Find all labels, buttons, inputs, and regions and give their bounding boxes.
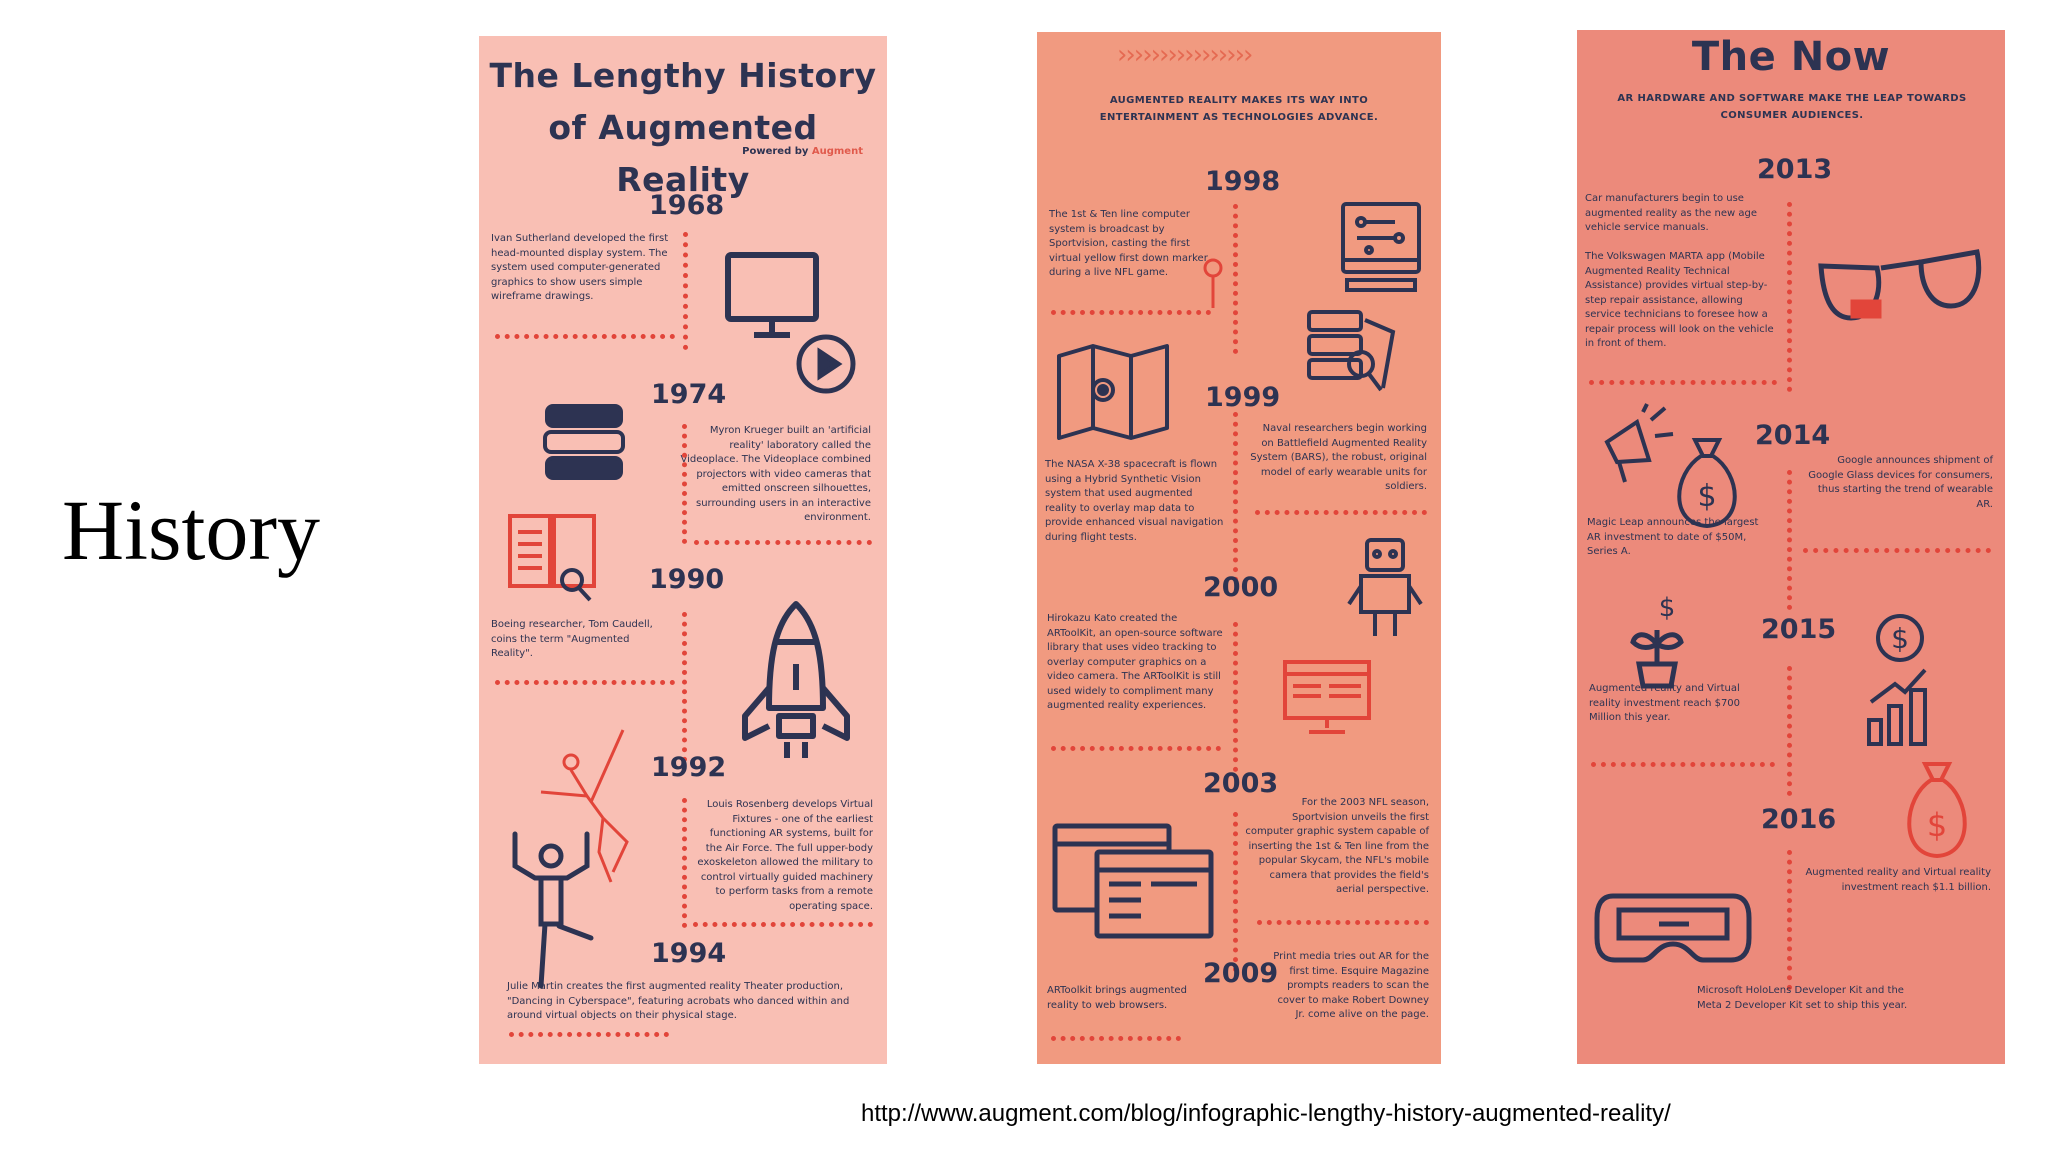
rocket-icon xyxy=(742,601,850,758)
panel1-title-line1: The Lengthy History xyxy=(489,56,877,95)
entry-2003-text: For the 2003 NFL season, Sportvision unv… xyxy=(1245,797,1429,895)
divider xyxy=(1051,1036,1181,1041)
gymnast-icon xyxy=(512,831,594,989)
entry-1974-text: Myron Krueger built an 'artificial reali… xyxy=(680,425,871,523)
documents-search-icon xyxy=(1307,310,1396,392)
timeline-line xyxy=(1787,470,1792,610)
year-2009: 2009 xyxy=(1203,958,1279,989)
divider xyxy=(1591,762,1775,767)
svg-text:$: $ xyxy=(1659,593,1676,623)
infographic-panel-entertainment: ›››››››››››››››› Augmented reality makes… xyxy=(1037,32,1441,1064)
map-icon xyxy=(1057,344,1169,440)
open-book-icon xyxy=(508,514,596,602)
timeline-line xyxy=(1233,204,1238,354)
divider xyxy=(509,1032,669,1037)
divider xyxy=(1051,746,1221,751)
entry-2013-car-text: Car manufacturers begin to use augmented… xyxy=(1585,193,1757,233)
robot-icon xyxy=(1347,538,1423,636)
slide-title: History xyxy=(62,482,320,578)
entry-2009-esquire-text: Print media tries out AR for the first t… xyxy=(1273,951,1429,1020)
megaphone-icon xyxy=(1604,403,1674,483)
powered-by-label: Powered by xyxy=(742,146,809,157)
year-1974: 1974 xyxy=(651,379,727,410)
money-bag-icon: $ xyxy=(1677,438,1737,529)
entry-1994-text: Julie Martin creates the first augmented… xyxy=(507,981,850,1021)
monitor-icon xyxy=(725,252,819,338)
books-icon xyxy=(543,404,625,480)
year-1992: 1992 xyxy=(651,752,727,783)
map-pin-icon xyxy=(1203,258,1223,308)
source-url[interactable]: http://www.augment.com/blog/infographic-… xyxy=(861,1100,1671,1127)
svg-text:$: $ xyxy=(1891,622,1909,655)
year-2000: 2000 xyxy=(1203,572,1279,603)
money-bag-icon: $ xyxy=(1907,762,1967,859)
timeline-line xyxy=(1787,666,1792,796)
divider xyxy=(1589,380,1777,385)
infographic-panel-the-now: The Now AR hardware and software make th… xyxy=(1577,30,2005,1064)
divider xyxy=(495,680,675,685)
panel3-subtitle: AR hardware and software make the leap t… xyxy=(1617,93,1967,121)
panel3-title: The Now xyxy=(1691,34,1891,80)
windows-icon xyxy=(1052,823,1214,939)
entry-2014-glass-text: Google announces shipment of Google Glas… xyxy=(1808,455,1993,510)
timeline-line xyxy=(682,612,687,762)
svg-text:$: $ xyxy=(1697,479,1716,514)
entry-1998-text: The 1st & Ten line computer system is br… xyxy=(1049,209,1208,278)
entry-2013-marta-text: The Volkswagen MARTA app (Mobile Augment… xyxy=(1585,251,1774,349)
divider xyxy=(693,922,873,927)
chevron-decoration: ›››››››››››››››› xyxy=(1117,40,1253,70)
circuit-monitor-icon xyxy=(1341,202,1421,292)
divider xyxy=(1051,310,1211,315)
year-2015: 2015 xyxy=(1761,614,1837,645)
entry-1999-text: Naval researchers begin working on Battl… xyxy=(1250,423,1427,492)
divider xyxy=(694,540,872,545)
vr-headset-icon xyxy=(1594,893,1752,963)
panel1-title-line2: of Augmented Reality xyxy=(548,108,818,199)
year-2016: 2016 xyxy=(1761,804,1837,835)
entry-2016-devkit-text: Microsoft HoloLens Developer Kit and the… xyxy=(1697,985,1908,1011)
year-1968: 1968 xyxy=(649,190,725,221)
entry-1968-text: Ivan Sutherland developed the first head… xyxy=(491,233,669,302)
timeline-line xyxy=(1787,850,1792,990)
entry-2000-text: Hirokazu Kato created the ARToolKit, an … xyxy=(1047,613,1223,711)
dancer-icon xyxy=(540,729,629,883)
divider xyxy=(1257,920,1429,925)
year-2014: 2014 xyxy=(1755,420,1831,451)
infographic-panel-history: The Lengthy History of Augmented Reality… xyxy=(479,36,887,1064)
brand-name: Augment xyxy=(811,146,863,157)
timeline-line xyxy=(1787,202,1792,392)
divider xyxy=(495,334,675,339)
powered-by: Powered by Augment xyxy=(742,146,863,157)
plant-dollar-icon: $ xyxy=(1630,593,1684,689)
play-icon xyxy=(796,334,856,394)
timeline-line xyxy=(683,232,688,350)
year-1999: 1999 xyxy=(1205,382,1281,413)
glasses-icon xyxy=(1818,249,1982,321)
entry-2016-invest-text: Augmented reality and Virtual reality in… xyxy=(1805,867,1991,893)
timeline-line xyxy=(1233,812,1238,972)
year-2003: 2003 xyxy=(1203,768,1279,799)
timeline-line xyxy=(1233,412,1238,582)
year-2013: 2013 xyxy=(1757,154,1833,185)
divider xyxy=(1803,548,1991,553)
entry-1999-nasa-text: The NASA X-38 spacecraft is flown using … xyxy=(1045,459,1224,543)
dollar-chart-icon: $ xyxy=(1867,614,1927,746)
year-1998: 1998 xyxy=(1205,166,1281,197)
timeline-line xyxy=(682,424,687,544)
year-1994: 1994 xyxy=(651,938,727,969)
divider xyxy=(1255,510,1427,515)
entry-2014-magicleap-text: Magic Leap announces the largest AR inve… xyxy=(1587,517,1759,557)
entry-2009-text: ARToolkit brings augmented reality to we… xyxy=(1047,985,1187,1011)
entry-1990-text: Boeing researcher, Tom Caudell, coins th… xyxy=(491,619,653,659)
timeline-line xyxy=(682,798,687,928)
entry-1992-text: Louis Rosenberg develops Virtual Fixture… xyxy=(697,799,873,912)
svg-text:$: $ xyxy=(1927,806,1947,844)
browser-window-icon xyxy=(1283,660,1371,734)
timeline-line xyxy=(1233,622,1238,772)
year-1990: 1990 xyxy=(649,564,725,595)
